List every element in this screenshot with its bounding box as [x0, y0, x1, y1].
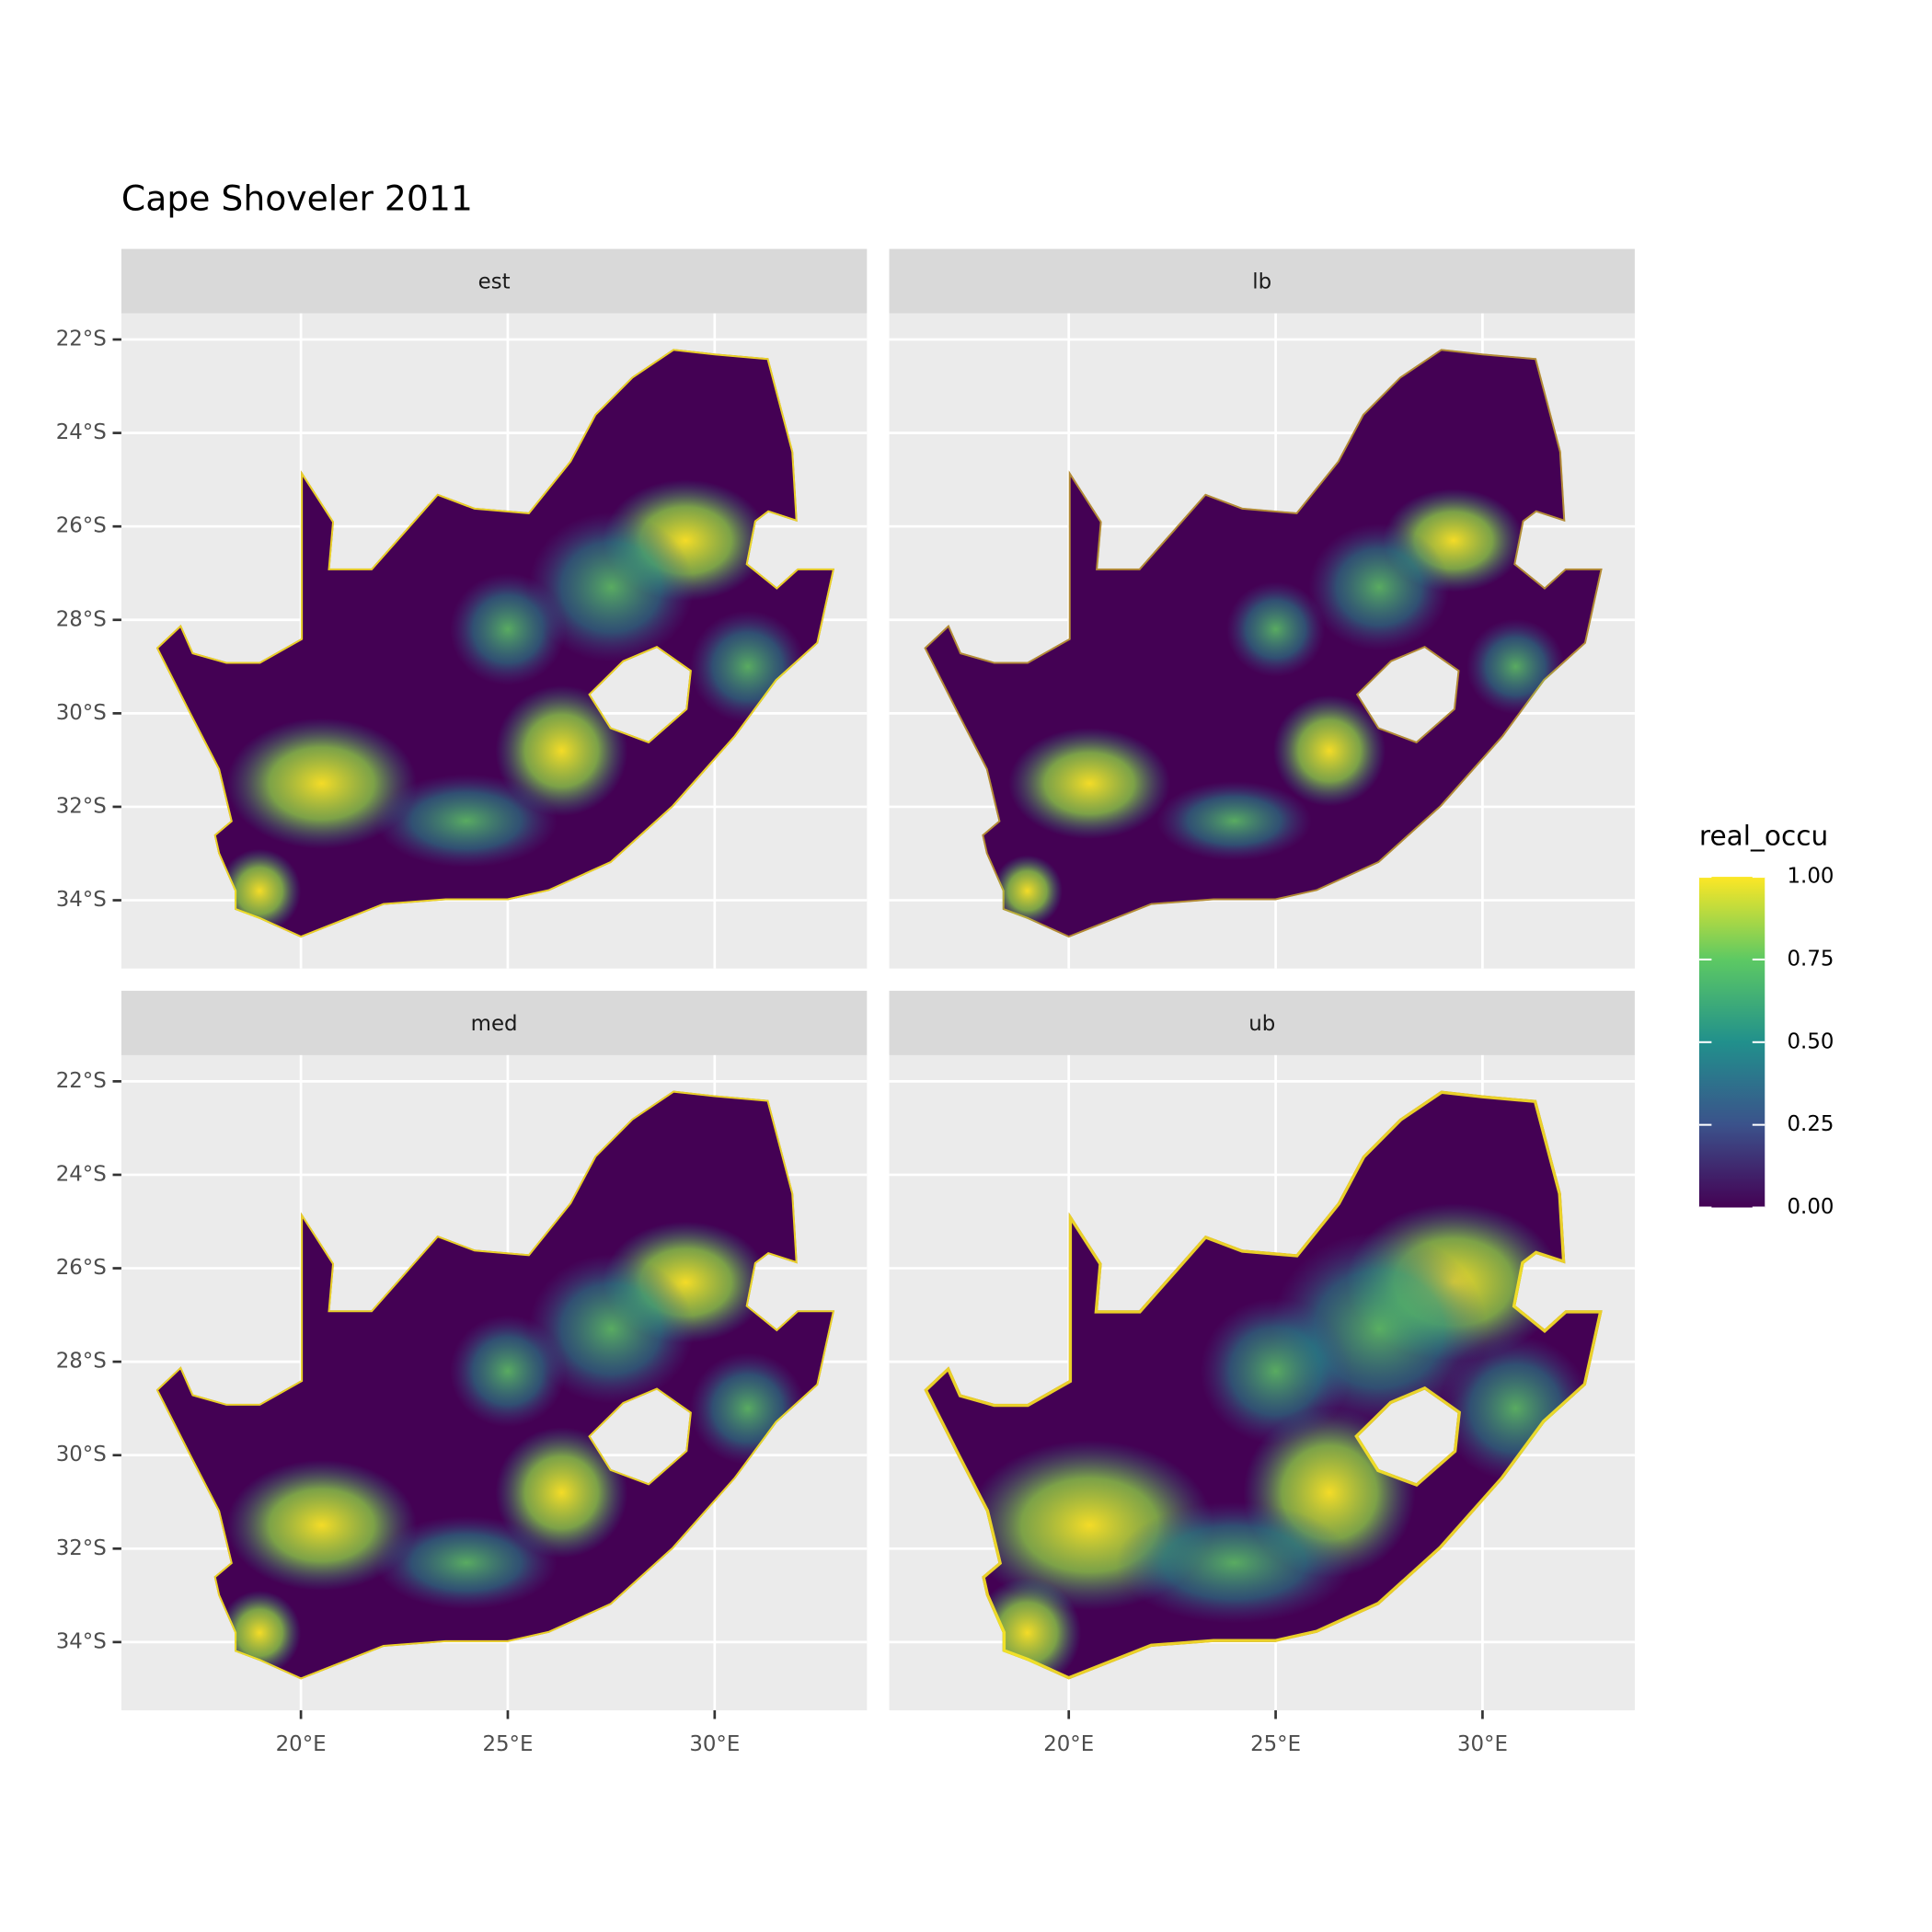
y-tick-label: 26°S: [56, 1256, 107, 1280]
occupancy-area: [375, 1515, 558, 1610]
occupancy-area: [1272, 695, 1386, 807]
chart-title: Cape Shoveler 2011: [121, 178, 473, 219]
occupancy-area: [1226, 581, 1326, 677]
occupancy-area: [1008, 728, 1171, 839]
legend-label: 0.50: [1788, 1029, 1834, 1053]
occupancy-area: [449, 572, 566, 685]
y-tick-label: 34°S: [56, 888, 107, 912]
legend-title: real_occu: [1699, 821, 1828, 852]
legend-label: 1.00: [1788, 865, 1834, 889]
x-tick-label: 20°E: [1043, 1732, 1094, 1756]
occupancy-area: [495, 1427, 628, 1558]
y-tick-label: 28°S: [56, 607, 107, 631]
y-tick-label: 22°S: [56, 328, 107, 351]
legend-label: 0.25: [1788, 1112, 1834, 1136]
x-tick-label: 30°E: [689, 1732, 740, 1756]
occupancy-area: [226, 718, 418, 849]
y-tick-label: 30°S: [56, 701, 107, 725]
occupancy-area: [449, 1315, 566, 1428]
strip: [121, 990, 868, 1055]
x-tick-label: 25°E: [482, 1732, 533, 1756]
legend-label: 0.00: [1788, 1195, 1834, 1219]
strip-label: lb: [1252, 270, 1271, 293]
y-tick-label: 24°S: [56, 420, 107, 444]
y-tick-label: 22°S: [56, 1069, 107, 1093]
occupancy-raster: [924, 349, 1603, 938]
occupancy-area: [495, 684, 628, 817]
strip-label: ub: [1248, 1012, 1275, 1036]
occupancy-area: [226, 1459, 418, 1592]
y-tick-label: 28°S: [56, 1350, 107, 1374]
strip: [121, 248, 868, 314]
occupancy-area: [1200, 1298, 1351, 1444]
occupancy-area: [1156, 781, 1312, 861]
strip: [889, 248, 1635, 314]
legend-label: 0.75: [1788, 947, 1834, 971]
y-tick-label: 24°S: [56, 1162, 107, 1186]
strip-label: est: [478, 270, 511, 293]
occupancy-area: [528, 512, 695, 662]
occupancy-area: [375, 774, 558, 868]
x-tick-label: 25°E: [1250, 1732, 1301, 1756]
occupancy-area: [1308, 523, 1450, 651]
occupancy-raster: [155, 1090, 835, 1680]
strip: [889, 990, 1635, 1055]
y-tick-label: 30°S: [56, 1443, 107, 1466]
occupancy-area: [528, 1254, 695, 1404]
y-tick-label: 32°S: [56, 1536, 107, 1560]
x-tick-label: 20°E: [276, 1732, 327, 1756]
y-tick-label: 26°S: [56, 514, 107, 538]
occupancy-area: [992, 855, 1063, 927]
y-tick-label: 34°S: [56, 1629, 107, 1653]
occupancy-area: [1115, 1501, 1353, 1624]
strip-label: med: [471, 1012, 518, 1036]
y-tick-label: 32°S: [56, 794, 107, 818]
x-tick-label: 30°E: [1457, 1732, 1508, 1756]
